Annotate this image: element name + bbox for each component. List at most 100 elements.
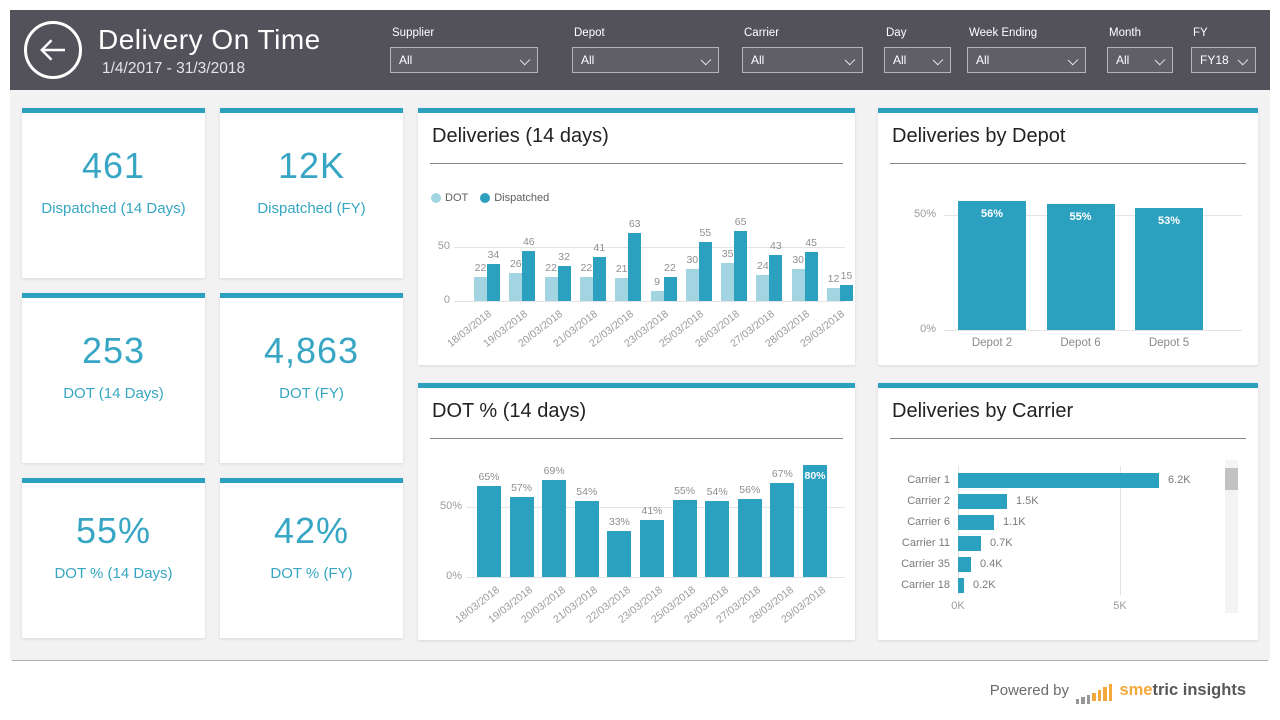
chart-card-deliveries-by-depot: Deliveries by Depot 50% 0% 56% Depot 2 55%… [878,108,1258,365]
legend-item-dispatched[interactable]: Dispatched [480,192,549,204]
carrier-filter-label: Carrier [744,27,780,39]
bar-value-label: 15 [840,270,853,282]
bar-dot[interactable] [791,269,805,301]
bar-carrier[interactable] [958,473,1159,488]
bar-dot[interactable] [685,269,699,301]
fy-filter-dropdown[interactable]: FY18 [1191,47,1256,73]
carrier-category-label: Carrier 18 [901,579,950,591]
bar-value-label: 57% [511,482,533,494]
bar-value-label: 22 [664,262,676,274]
bar-carrier[interactable] [958,536,981,551]
bar-dispatched[interactable] [557,266,571,301]
depot-filter-dropdown[interactable]: All [572,47,719,73]
bar-carrier[interactable] [958,494,1007,509]
bar-dot-pct[interactable] [770,483,795,577]
bar-dot[interactable] [474,277,487,301]
footer: Powered by smetric insights [990,679,1246,704]
carrier-filter-dropdown[interactable]: All [742,47,863,73]
back-button[interactable] [24,21,82,79]
bar-dot[interactable] [650,291,664,301]
kpi-card-dot-pct-fy: 42% DOT % (FY) [220,478,403,638]
bar-dot-pct[interactable] [672,500,697,577]
bar-value-label: 1.1K [1003,516,1026,528]
kpi-value: 4,863 [263,329,360,371]
bar-dot[interactable] [509,273,523,301]
bar-dot[interactable] [579,277,593,301]
bar-dispatched[interactable] [628,233,642,301]
bar-carrier[interactable] [958,557,971,572]
supplier-filter-dropdown[interactable]: All [390,47,538,73]
carrier-category-label: Carrier 2 [907,495,950,507]
chart-title: DOT % (14 days) [432,400,587,422]
bar-dot[interactable] [544,277,558,301]
dotpct-plot: 65% 18/03/2018 57% 19/03/2018 69% 20/03/2018 5… [418,388,855,640]
bar-dot-pct[interactable] [705,501,730,577]
bar-dispatched[interactable] [592,257,606,301]
bar-depot[interactable] [1135,208,1203,330]
bar-dispatched[interactable] [840,285,853,301]
month-filter-dropdown[interactable]: All [1107,47,1173,73]
kpi-label: Dispatched (14 Days) [41,199,186,217]
bar-value-label: 34 [487,249,500,261]
chart-card-dot-pct-14-days: DOT % (14 days) 50% 0% 65% 18/03/2018 57% 1… [418,383,855,640]
bar-dot-pct[interactable] [509,497,534,577]
bar-value-label: 9 [654,276,660,288]
bar-carrier[interactable] [958,515,994,530]
y-axis-tick: 0% [446,570,462,582]
chart-card-deliveries-14-days: Deliveries (14 days) DOT Dispatched 50 0… [418,108,855,365]
bar-carrier[interactable] [958,578,964,593]
bar-dot-pct[interactable] [542,480,567,577]
bar-dispatched[interactable] [769,255,783,301]
bar-dot-pct[interactable] [737,499,762,577]
bar-value-label: 80% [804,470,826,482]
scrollbar-thumb[interactable] [1225,468,1238,490]
bar-value-label: 54% [706,486,728,498]
kpi-value: 253 [81,329,146,371]
scrollbar-track[interactable] [1225,460,1238,613]
grid-line [454,247,845,248]
depot-filter-value: All [581,53,595,67]
kpi-value: 42% [273,509,350,551]
kpi-label: DOT (14 Days) [63,384,164,402]
bar-depot[interactable] [958,201,1026,330]
bar-dispatched[interactable] [663,277,677,301]
depot-plot: 56% Depot 2 55% Depot 6 53% Depot 5 [878,113,1258,365]
x-axis-line [944,330,1242,331]
y-axis-tick: 50% [913,208,936,220]
kpi-card-dispatched-14-days: 461 Dispatched (14 Days) [22,108,205,278]
week-ending-filter-value: All [976,53,990,67]
day-filter-value: All [893,53,907,67]
bar-dispatched[interactable] [804,252,818,301]
x-axis-line [466,577,845,578]
bar-value-label: 63 [628,218,641,230]
bar-dot-pct[interactable] [607,531,632,577]
legend-item-dot[interactable]: DOT [431,192,468,204]
bar-dot-pct[interactable] [803,465,827,577]
bar-dispatched[interactable] [734,231,748,301]
bar-dispatched[interactable] [487,264,500,301]
bar-dot[interactable] [721,263,735,301]
bar-dot[interactable] [756,275,770,301]
bar-dot[interactable] [827,288,840,301]
bar-dot[interactable] [615,278,629,301]
bar-value-label: 67% [771,468,793,480]
bar-dot-pct[interactable] [477,486,501,577]
smetric-logo-icon [1075,679,1113,704]
bar-dot-pct[interactable] [574,501,599,577]
kpi-card-dot-14-days: 253 DOT (14 Days) [22,293,205,463]
date-range: 1/4/2017 - 31/3/2018 [102,60,246,77]
bar-depot[interactable] [1046,204,1115,330]
week-ending-filter-dropdown[interactable]: All [967,47,1086,73]
kpi-value: 12K [277,144,346,186]
grid-line [1120,466,1121,595]
bar-dot-pct[interactable] [640,520,664,577]
bar-dispatched[interactable] [522,251,536,301]
month-filter-value: All [1116,53,1130,67]
chart-title: Deliveries (14 days) [432,125,609,147]
chevron-down-icon [844,54,856,66]
bar-dispatched[interactable] [698,242,712,301]
brand-highlight: sme [1119,681,1153,699]
day-filter-dropdown[interactable]: All [884,47,951,73]
bar-value-label: 41 [593,242,606,254]
bar-value-label: 55% [674,485,696,497]
